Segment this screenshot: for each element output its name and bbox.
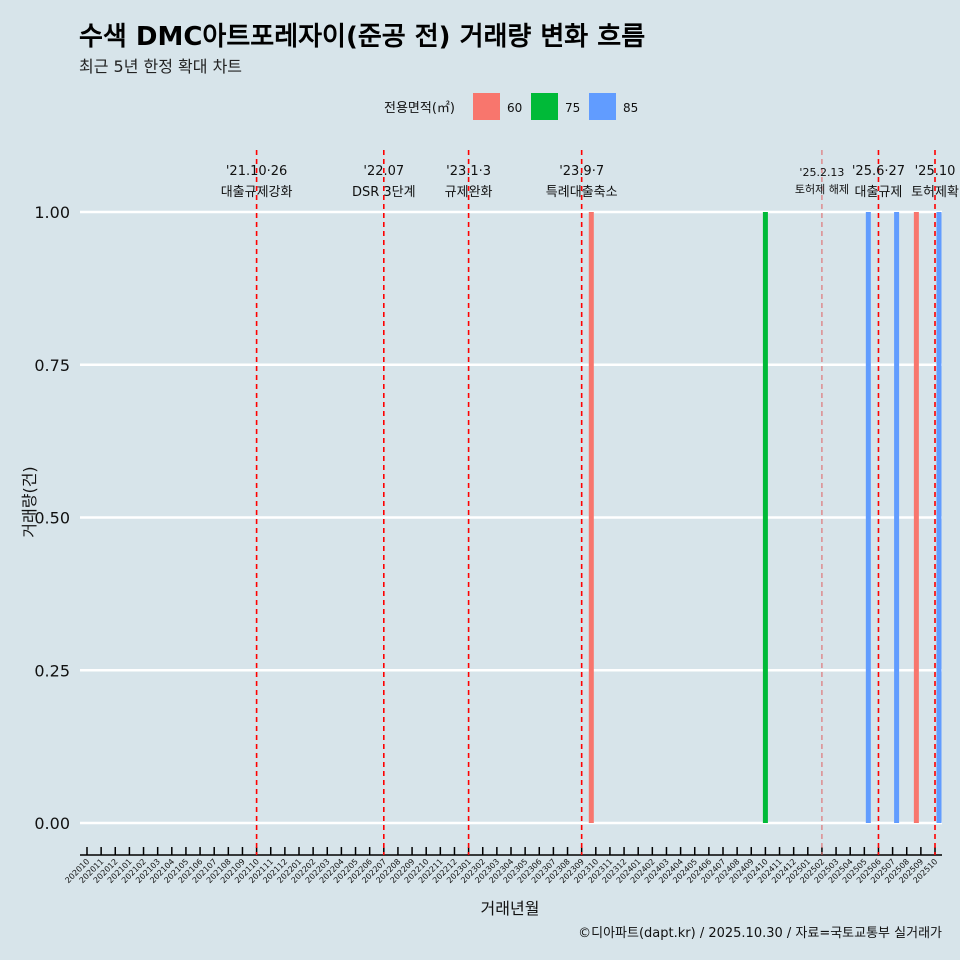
event-label: 토허제 해제	[795, 182, 849, 196]
legend-label: 85	[623, 101, 638, 115]
y-tick-label: 0.50	[34, 509, 70, 528]
event-label: 특례대출축소	[546, 185, 618, 200]
y-tick-label: 0.00	[34, 814, 70, 833]
x-axis-title: 거래년월	[481, 899, 540, 918]
y-tick-label: 1.00	[34, 203, 70, 222]
event-date: '21.10·26	[226, 164, 287, 179]
chart-title: 수색 DMC아트포레자이(준공 전) 거래량 변화 흐름	[79, 22, 646, 52]
chart-subtitle: 최근 5년 한정 확대 차트	[79, 57, 243, 76]
legend-key-60	[473, 93, 500, 120]
event-label: 규제완화	[445, 185, 493, 200]
legend-title: 전용면적(㎡)	[384, 101, 455, 116]
bar-75-202410	[762, 212, 768, 823]
legend-label: 75	[565, 101, 580, 115]
event-date: '25.6·27	[852, 164, 905, 179]
event-label: 토허제확	[911, 185, 959, 200]
event-date: '23.9·7	[559, 164, 604, 179]
event-date: '25.10	[915, 164, 956, 179]
legend-label: 60	[507, 101, 522, 115]
bar-60-202509	[913, 212, 919, 823]
y-tick-label: 0.75	[34, 356, 70, 375]
bar-85-202505	[865, 212, 871, 823]
bar-60-202310	[588, 212, 594, 823]
legend-key-85	[589, 93, 616, 120]
y-tick-label: 0.25	[34, 661, 70, 680]
legend-key-75	[531, 93, 558, 120]
caption: ©디아파트(dapt.kr) / 2025.10.30 / 자료=국토교통부 실…	[578, 926, 942, 941]
bar-85-202510	[936, 212, 942, 823]
event-date: '22.07	[363, 164, 404, 179]
event-label: 대출규제	[855, 185, 903, 200]
y-axis-title: 거래량(건)	[20, 466, 39, 537]
event-date: '23.1·3	[446, 164, 491, 179]
event-date: '25.2.13	[799, 166, 844, 179]
event-label: DSR 3단계	[352, 185, 416, 200]
event-label: 대출규제강화	[221, 185, 293, 200]
bar-85-202507	[894, 212, 900, 823]
